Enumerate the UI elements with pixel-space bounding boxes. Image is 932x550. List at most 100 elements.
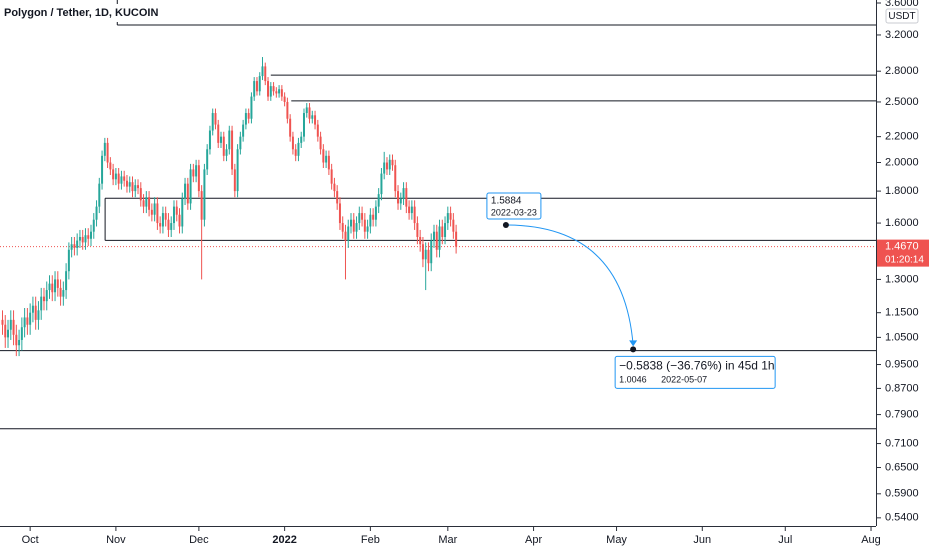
change-label: −0.5838 (−36.76%) in 45d 1h [619, 359, 774, 373]
candle-body [109, 162, 112, 170]
candle-body [361, 213, 364, 220]
candle-body [377, 194, 380, 207]
candle-body [20, 327, 23, 340]
candle-body [314, 115, 317, 125]
candle-body [255, 81, 258, 92]
candle-body [112, 169, 115, 180]
candle-body [275, 91, 278, 94]
candle-body [322, 149, 325, 163]
x-tick-label: Dec [189, 534, 209, 546]
candle-body [18, 339, 21, 346]
candle-body [139, 188, 142, 201]
candle-body [217, 124, 220, 143]
candle-body [98, 183, 101, 207]
candle-body [242, 124, 245, 137]
candle-body [106, 142, 109, 163]
candle-body [208, 130, 211, 150]
candle-body [92, 219, 95, 232]
candle-body [195, 165, 198, 177]
candle-body [84, 235, 87, 243]
y-tick-label: 1.8000 [885, 185, 919, 197]
candle-body [9, 319, 12, 330]
x-tick-label: 2022 [272, 534, 296, 546]
candle-body [325, 155, 328, 163]
candle-body [189, 169, 192, 204]
candle-body [294, 149, 297, 156]
candle-body [289, 118, 292, 137]
candle-body [145, 197, 148, 207]
candle-body [120, 176, 123, 184]
candle-body [432, 231, 435, 241]
y-tick-label: 0.9500 [885, 358, 919, 370]
title-bg [0, 4, 166, 22]
candle-body [7, 329, 10, 338]
candle-body [26, 317, 29, 325]
candle-body [76, 240, 79, 248]
candle-body [142, 200, 145, 207]
candle-body [358, 213, 361, 224]
candle-body [15, 334, 18, 346]
candle-body [452, 219, 455, 232]
to-label-box [614, 355, 776, 389]
candle-body [399, 198, 402, 204]
y-tick-label: 2.2000 [885, 131, 919, 143]
candle-body [430, 240, 433, 264]
candle-body [300, 136, 303, 143]
from-date: 2022-03-23 [491, 207, 537, 217]
candle-body [419, 236, 422, 245]
x-tick-label: Jun [693, 534, 711, 546]
candle-body [134, 185, 137, 192]
candle-body [137, 185, 140, 189]
candle-body [51, 283, 54, 293]
candle-body [316, 124, 319, 137]
candle-body [350, 219, 353, 227]
candle-body [388, 159, 391, 170]
candle-body [341, 223, 344, 232]
candle-body [283, 96, 286, 102]
candle-body [272, 86, 275, 92]
y-tick-label: 0.5400 [885, 512, 919, 524]
to-point [630, 346, 637, 353]
candle-body [48, 283, 51, 291]
candle-body [56, 279, 59, 288]
candle-body [239, 136, 242, 150]
candle-body [31, 305, 34, 313]
candle-body [424, 249, 427, 260]
candle-body [222, 136, 225, 156]
candle-body [103, 142, 106, 156]
candle-body [261, 66, 264, 77]
x-tick-label: Feb [361, 534, 380, 546]
candle-body [131, 182, 134, 192]
candle-body [161, 213, 164, 227]
candle-body [170, 223, 173, 230]
last-price-label: 1.4670 [885, 241, 919, 253]
candle-body [23, 317, 26, 328]
candle-body [305, 107, 308, 114]
candle-body [150, 209, 153, 215]
candle-body [410, 206, 413, 214]
candle-body [34, 305, 37, 320]
candle-body [380, 173, 383, 195]
candle-body [264, 66, 267, 82]
candle-body [42, 296, 45, 302]
candle-body [197, 165, 200, 192]
candle-body [73, 244, 76, 248]
candle-body [175, 206, 178, 215]
y-tick-label: 0.6500 [885, 461, 919, 473]
candle-body [435, 231, 438, 250]
candle-body [391, 159, 394, 166]
candle-body [225, 149, 228, 156]
candle-body [200, 191, 203, 220]
candle-body [402, 188, 405, 199]
candle-body [59, 287, 62, 297]
candle-body [37, 310, 40, 320]
candle-body [45, 290, 48, 302]
candle-body [203, 169, 206, 220]
candle-body [438, 226, 441, 250]
candle-body [286, 101, 289, 119]
candle-body [184, 183, 187, 199]
candle-body [250, 96, 253, 119]
x-tick-label: Apr [525, 534, 542, 546]
y-tick-label: 0.8700 [885, 382, 919, 394]
candle-body [446, 213, 449, 224]
